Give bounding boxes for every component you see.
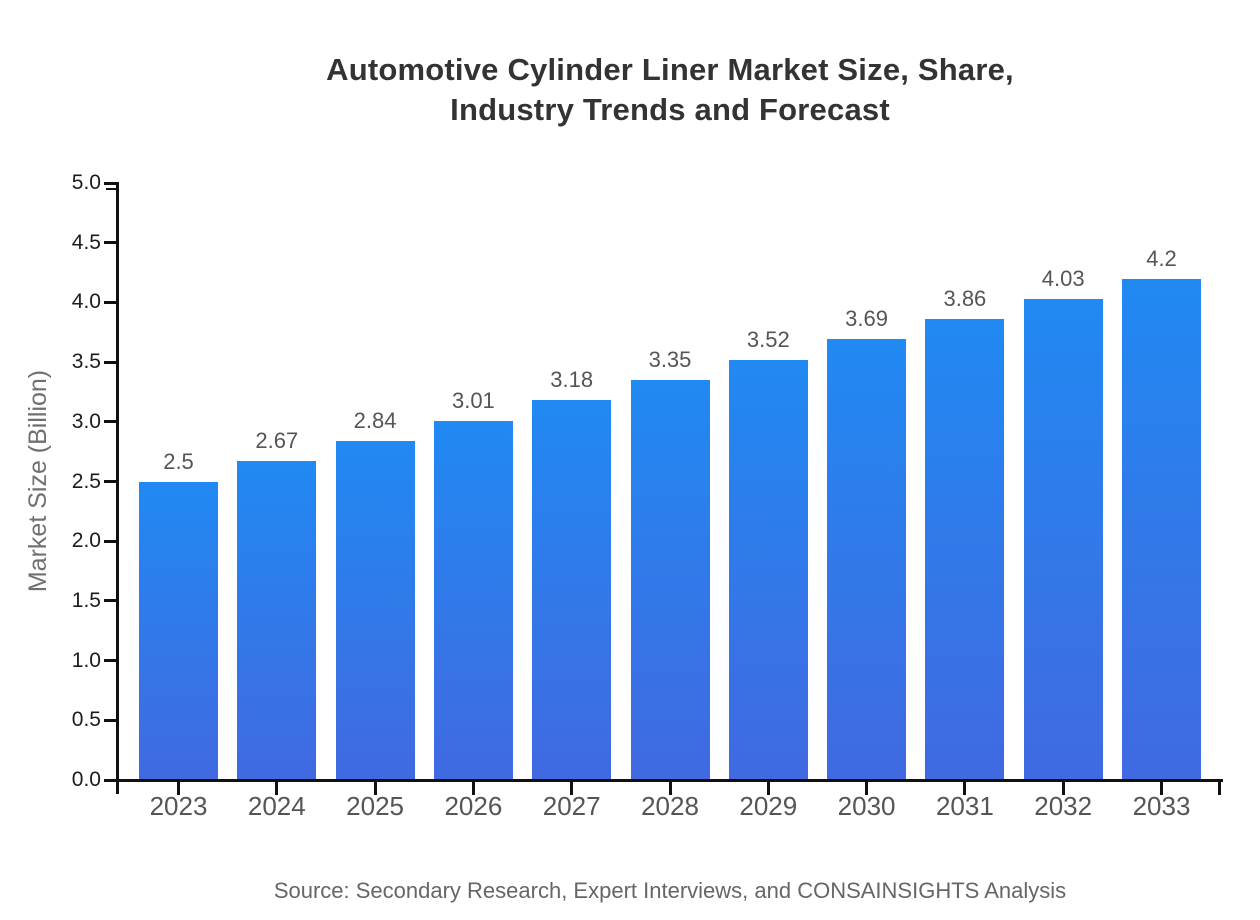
bar-value-label: 2.67	[255, 428, 299, 454]
bar-2023	[139, 481, 218, 779]
x-category-label: 2031	[935, 791, 994, 821]
bar-2030	[827, 339, 907, 779]
bar-2024	[237, 461, 317, 779]
y-tick-label: 0.5	[71, 708, 101, 732]
chart-title-line1: Automotive Cylinder Liner Market Size, S…	[326, 52, 1014, 87]
x-axis-tick	[275, 782, 279, 795]
y-axis-tick	[104, 718, 116, 722]
y-axis-tick	[104, 360, 116, 364]
x-axis-tick	[471, 782, 475, 795]
y-axis-tick	[104, 181, 116, 185]
y-tick-label: 4.0	[71, 290, 101, 314]
y-tick-label: 3.0	[71, 409, 101, 433]
y-tick-label: 1.5	[71, 588, 101, 612]
bar-value-label: 3.69	[845, 306, 888, 332]
x-axis-tick	[1061, 782, 1065, 795]
x-category-label: 2032	[1034, 791, 1093, 821]
x-category-label: 2030	[837, 791, 896, 821]
bar-value-label: 3.52	[746, 326, 790, 352]
x-axis-tick	[963, 782, 967, 795]
source-note: Source: Secondary Research, Expert Inter…	[273, 878, 1067, 903]
x-category-label: 2033	[1132, 791, 1191, 821]
y-tick-label: 4.5	[71, 230, 101, 254]
bar-value-label: 4.2	[1146, 245, 1177, 271]
x-axis-tick	[373, 782, 377, 795]
x-axis-tick	[865, 782, 869, 795]
x-category-label: 2028	[641, 791, 699, 821]
y-axis-endcap	[106, 188, 116, 190]
x-axis-tick	[668, 782, 672, 795]
y-axis-tick	[104, 778, 116, 782]
bar-2028	[630, 380, 710, 779]
bar-value-label: 4.03	[1041, 265, 1085, 291]
y-tick-label: 2.0	[71, 529, 101, 553]
y-tick-label: 2.5	[71, 469, 101, 493]
y-axis-tick	[104, 659, 116, 663]
x-category-label: 2026	[444, 791, 503, 821]
bar-value-label: 3.18	[550, 367, 594, 393]
bar-value-label: 3.01	[451, 387, 495, 413]
y-tick-label: 5.0	[71, 171, 101, 194]
x-axis-tick	[766, 782, 770, 795]
bar-2033	[1122, 278, 1201, 779]
y-tick-label: 1.0	[71, 648, 101, 672]
y-axis-tick	[104, 420, 116, 424]
bar-value-label: 2.84	[353, 407, 397, 433]
x-axis-tick	[1160, 782, 1163, 795]
bar-2029	[728, 359, 808, 779]
x-axis-end-tick	[1218, 782, 1221, 795]
y-axis-tick	[104, 300, 116, 304]
chart-title-line2: Industry Trends and Forecast	[450, 92, 890, 127]
bar-2025	[335, 440, 415, 779]
bar-2026	[433, 420, 513, 779]
x-category-label: 2027	[542, 791, 601, 821]
bar-2032	[1023, 298, 1103, 779]
y-axis-tick	[104, 539, 116, 543]
y-axis-tick	[104, 241, 116, 245]
bar-2027	[532, 400, 612, 779]
bar-value-label: 2.5	[163, 448, 194, 474]
y-axis-tick	[104, 480, 116, 483]
y-axis-tick	[104, 599, 116, 603]
bar-value-label: 3.35	[648, 347, 692, 372]
x-category-label: 2024	[247, 791, 306, 821]
y-axis-line	[116, 182, 119, 794]
x-category-label: 2023	[149, 791, 208, 821]
bar-value-label: 3.86	[943, 286, 987, 312]
y-tick-label: 0.0	[71, 768, 101, 791]
x-category-label: 2029	[739, 791, 798, 821]
chart-title: Automotive Cylinder Liner Market Size, S…	[80, 50, 1260, 130]
x-axis-tick	[177, 782, 180, 795]
bar-2031	[925, 319, 1005, 779]
x-axis-tick	[570, 782, 574, 795]
x-axis-line	[116, 779, 1223, 782]
x-category-label: 2025	[346, 791, 404, 821]
y-tick-label: 3.5	[71, 350, 101, 374]
